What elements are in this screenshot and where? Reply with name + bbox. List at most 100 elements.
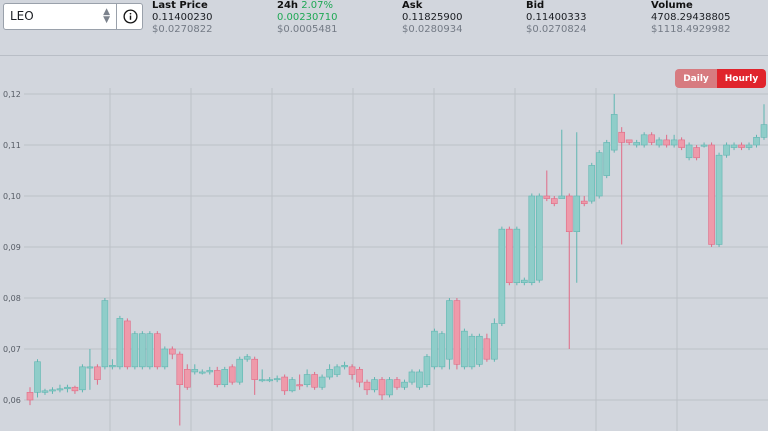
candle-body: [580, 200, 588, 204]
candle-body: [655, 139, 663, 146]
candle-body: [378, 379, 386, 396]
candle-body: [521, 279, 528, 283]
candle-body: [693, 147, 700, 159]
candle-body: [595, 152, 603, 197]
price-chart[interactable]: 0,12 0,11 0,10 0,09 0,08 0,07 0,06: [0, 88, 768, 431]
candle-body: [393, 379, 401, 388]
stat-value: 0.11400333: [526, 12, 587, 23]
y-tick-label: 0,12: [3, 90, 21, 99]
candle-body: [700, 144, 708, 147]
candle-body: [281, 376, 288, 392]
stat-change-percent: 2.07%: [301, 0, 334, 11]
stat-ask: Ask 0.11825900 $0.0280934: [402, 0, 462, 35]
candle-body: [56, 388, 64, 391]
candle-body: [528, 195, 536, 283]
candle-body: [543, 195, 551, 199]
candle-body: [251, 358, 258, 380]
candle-body: [416, 371, 423, 388]
stat-label: Bid: [526, 0, 545, 11]
stat-label: Ask: [402, 0, 423, 11]
candle-body: [356, 369, 363, 383]
candle-body: [79, 366, 86, 391]
stat-value: 4708.29438805: [651, 12, 731, 23]
candle-body: [685, 144, 693, 159]
candle-body: [483, 338, 491, 360]
stat-24h: 24h 2.07% 0.00230710 $0.0005481: [277, 0, 337, 35]
candle-body: [221, 369, 229, 385]
candle-body: [723, 144, 730, 156]
candle-body: [161, 348, 169, 368]
candle-body: [745, 144, 753, 148]
pair-select[interactable]: LEO ▲ ▼: [4, 4, 117, 29]
candle-body: [139, 333, 146, 368]
stat-value: 0.00230710: [277, 12, 338, 23]
candle-body: [71, 386, 79, 392]
stat-usd-value: $0.0270822: [152, 24, 213, 35]
candle-body: [326, 369, 333, 378]
candle-body: [618, 131, 625, 143]
candle-body: [341, 365, 348, 368]
candle-body: [573, 195, 581, 233]
candle-body: [610, 114, 618, 151]
candle-body: [146, 333, 154, 368]
candle-body: [401, 381, 408, 388]
candle-body: [266, 379, 273, 382]
candle-body: [303, 374, 311, 385]
stat-usd-value: $0.0280934: [402, 24, 463, 35]
candle-body: [730, 144, 738, 148]
updown-chevron-icon: ▲ ▼: [103, 7, 110, 25]
stat-usd-value: $0.0270824: [526, 24, 587, 35]
candle-body: [753, 137, 760, 146]
candle-body: [565, 195, 573, 233]
candle-body: [640, 134, 648, 146]
stat-label: Last Price: [152, 0, 208, 11]
info-button[interactable]: [117, 4, 143, 29]
candle-body: [213, 370, 221, 386]
candle-body: [461, 330, 468, 368]
candle-body: [311, 374, 318, 388]
candle-body: [550, 198, 558, 204]
candle-body: [318, 376, 326, 388]
candle-body: [625, 139, 633, 143]
candle-body: [453, 300, 461, 365]
interval-daily-button[interactable]: Daily: [675, 69, 717, 88]
stat-label: Volume: [651, 0, 693, 11]
candle-body: [588, 165, 596, 202]
candle-body: [101, 300, 109, 368]
candle-body: [446, 300, 453, 360]
header-divider: [0, 55, 768, 56]
candle-body: [131, 333, 139, 368]
candle-body: [513, 228, 521, 283]
candle-body: [236, 358, 244, 383]
candle-body: [438, 333, 446, 368]
y-tick-label: 0,09: [3, 243, 21, 252]
stat-last-price: Last Price 0.11400230 $0.0270822: [152, 0, 212, 35]
candle-body: [64, 386, 71, 390]
y-tick-label: 0,10: [3, 192, 21, 201]
candle-body: [431, 330, 438, 368]
candle-body: [536, 195, 543, 281]
candle-body: [41, 390, 49, 393]
candle-body: [243, 356, 251, 360]
candle-body: [648, 134, 655, 143]
y-tick-label: 0,07: [3, 345, 21, 354]
candle-body: [333, 366, 341, 375]
candle-body: [94, 366, 101, 380]
candle-body: [198, 371, 206, 374]
candle-body: [498, 228, 506, 324]
candle-body: [423, 356, 431, 385]
candle-body: [603, 142, 611, 176]
candle-body: [633, 142, 640, 146]
candle-body: [116, 318, 124, 368]
candle-body: [468, 335, 476, 368]
pair-select-value: LEO: [10, 9, 34, 23]
candle-body: [506, 228, 513, 283]
candle-body: [363, 381, 371, 391]
y-tick-label: 0,06: [3, 396, 21, 405]
candle-body: [154, 333, 161, 368]
candle-body: [760, 124, 768, 138]
candle-body: [109, 365, 116, 368]
interval-hourly-button[interactable]: Hourly: [717, 69, 766, 88]
pair-select-group: LEO ▲ ▼: [3, 3, 143, 30]
candle-body: [386, 379, 393, 396]
